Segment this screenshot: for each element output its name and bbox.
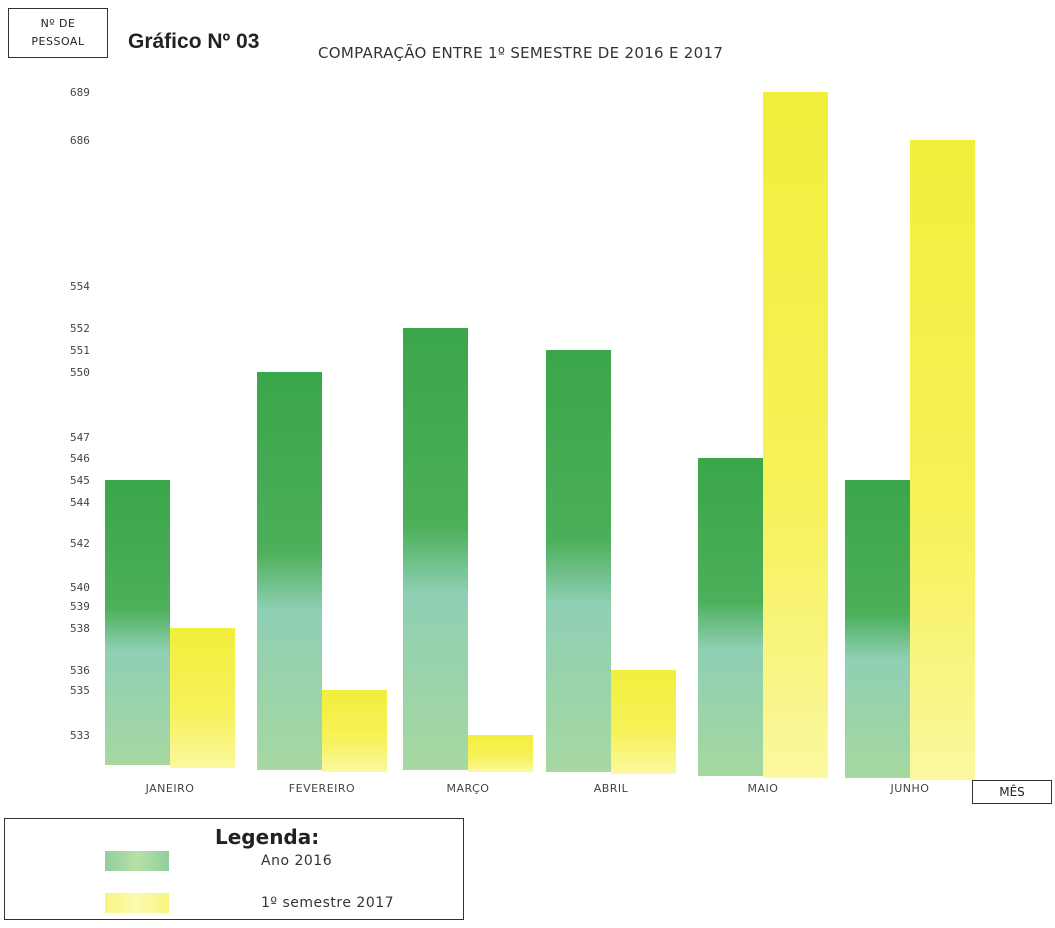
chart-title: COMPARAÇÃO ENTRE 1º SEMESTRE DE 2016 E 2… bbox=[318, 44, 724, 62]
y-tick-label: 535 bbox=[70, 684, 90, 697]
y-tick-label: 539 bbox=[70, 600, 90, 613]
y-tick-label: 550 bbox=[70, 366, 90, 379]
bar-2017-junho bbox=[910, 140, 975, 780]
y-tick-label: 538 bbox=[70, 622, 90, 635]
y-axis-ticks: 533 535 536 538 539 540 542 544 545 546 547 550 551 5… bbox=[70, 86, 90, 742]
bar-2017-abril bbox=[611, 670, 676, 774]
y-tick-label: 544 bbox=[70, 496, 90, 509]
x-category-label: ABRIL bbox=[594, 782, 629, 795]
bar-2017-fevereiro bbox=[322, 690, 387, 772]
x-axis-labels: JANEIRO FEVEREIRO MARÇO ABRIL MAIO JUNHO bbox=[145, 782, 930, 795]
bar-2016-março bbox=[403, 328, 468, 770]
y-axis-unit-box: Nº DE PESSOAL bbox=[8, 8, 108, 58]
chart-number: Gráfico Nº 03 bbox=[128, 30, 260, 53]
y-tick-label: 545 bbox=[70, 474, 90, 487]
bar-2016-abril bbox=[546, 350, 611, 772]
y-axis-unit-line1: Nº DE bbox=[40, 17, 76, 30]
y-tick-label: 547 bbox=[70, 431, 90, 444]
bar-2016-junho bbox=[845, 480, 910, 778]
x-category-label: FEVEREIRO bbox=[289, 782, 355, 795]
y-tick-label: 546 bbox=[70, 452, 90, 465]
bar-2016-fevereiro bbox=[257, 372, 322, 770]
x-category-label: MARÇO bbox=[447, 782, 490, 795]
y-axis-unit-line2: PESSOAL bbox=[31, 35, 85, 48]
x-category-label: MAIO bbox=[748, 782, 779, 795]
legend: Legenda: Ano 2016 1º semestre 2017 bbox=[4, 818, 464, 920]
y-tick-label: 554 bbox=[70, 280, 90, 293]
bar-2016-maio bbox=[698, 458, 763, 776]
x-axis-unit-label: MÊS bbox=[999, 785, 1025, 799]
bar-2017-maio bbox=[763, 92, 828, 778]
x-category-label: JANEIRO bbox=[145, 782, 195, 795]
y-tick-label: 536 bbox=[70, 664, 90, 677]
y-tick-label: 686 bbox=[70, 134, 90, 147]
y-tick-label: 551 bbox=[70, 344, 90, 357]
legend-swatch-2017 bbox=[105, 893, 169, 913]
x-category-label: JUNHO bbox=[890, 782, 930, 795]
x-axis-unit-box: MÊS bbox=[972, 780, 1052, 804]
legend-title: Legenda: bbox=[215, 825, 320, 849]
bar-2016-janeiro bbox=[105, 480, 170, 765]
y-tick-label: 542 bbox=[70, 537, 90, 550]
legend-label-2016: Ano 2016 bbox=[261, 853, 333, 869]
y-tick-label: 552 bbox=[70, 322, 90, 335]
legend-swatch-2016 bbox=[105, 851, 169, 871]
bar-2017-março bbox=[468, 735, 533, 772]
bars bbox=[105, 92, 975, 780]
y-tick-label: 540 bbox=[70, 581, 90, 594]
legend-label-2017: 1º semestre 2017 bbox=[261, 895, 395, 911]
y-tick-label: 533 bbox=[70, 729, 90, 742]
y-tick-label: 689 bbox=[70, 86, 90, 99]
bar-2017-janeiro bbox=[170, 628, 235, 768]
